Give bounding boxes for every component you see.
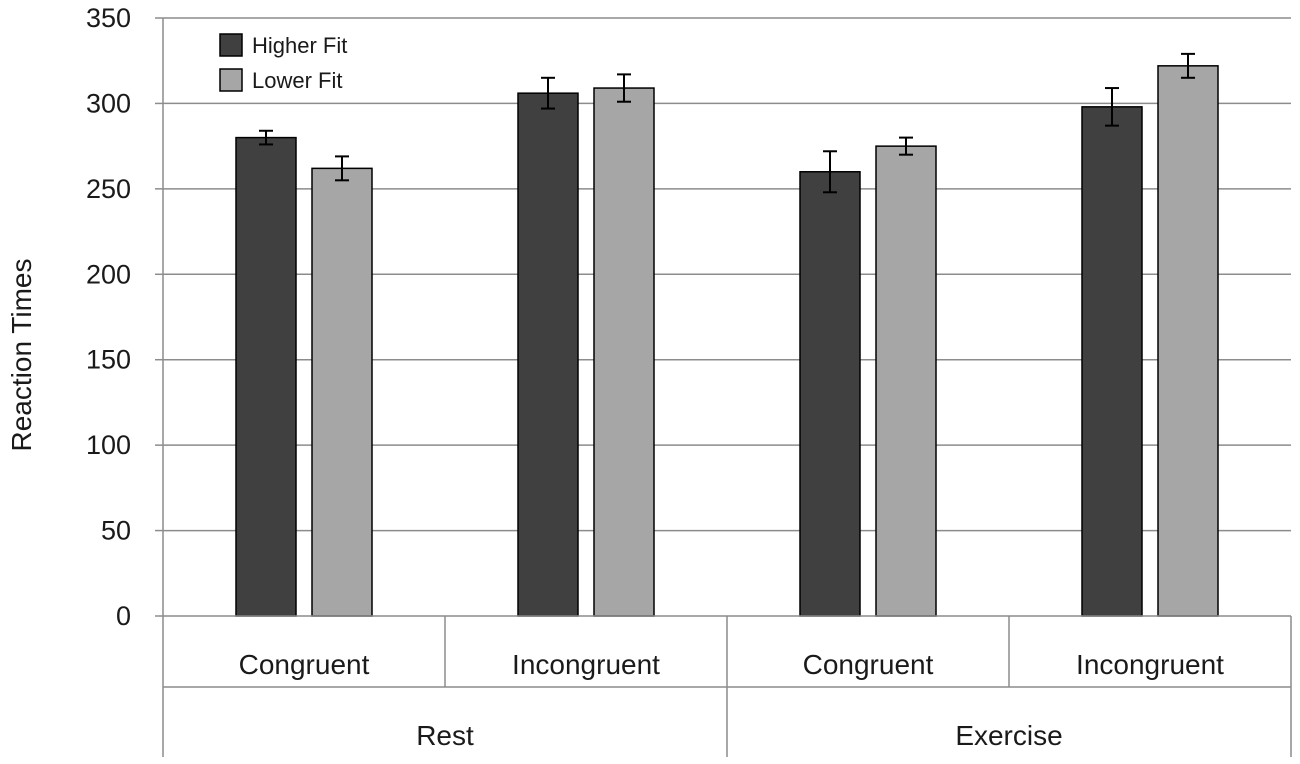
category-label: Incongruent — [512, 649, 660, 680]
y-axis-label: Reaction Times — [6, 259, 37, 452]
category-label: Incongruent — [1076, 649, 1224, 680]
y-tick-label: 100 — [86, 430, 131, 460]
y-tick-label: 200 — [86, 259, 131, 289]
bar-lower-fit — [311, 167, 373, 617]
y-axis-ticks: 0 50 100 150 200 250 300 350 — [86, 3, 163, 631]
y-tick-label: 250 — [86, 174, 131, 204]
legend-item: Higher Fit — [219, 33, 347, 58]
bar-lower-fit — [1157, 65, 1219, 617]
legend-item: Lower Fit — [219, 68, 342, 93]
category-label: Congruent — [803, 649, 934, 680]
y-tick-label: 150 — [86, 345, 131, 375]
bar-higher-fit — [517, 92, 579, 617]
y-tick-label: 300 — [86, 88, 131, 118]
legend-swatch — [219, 33, 243, 57]
bars — [235, 52, 1219, 617]
bar-higher-fit — [235, 136, 297, 617]
bar-higher-fit — [1081, 106, 1143, 617]
error-bar — [335, 155, 349, 182]
group-labels: Rest Exercise — [416, 720, 1062, 751]
group-label: Exercise — [955, 720, 1062, 751]
category-label: Congruent — [239, 649, 370, 680]
legend-label: Lower Fit — [252, 68, 342, 93]
y-tick-label: 350 — [86, 3, 131, 33]
error-bar — [823, 150, 837, 194]
error-bar — [259, 129, 273, 146]
error-bar — [541, 76, 555, 110]
y-tick-label: 50 — [101, 516, 131, 546]
error-bar — [1181, 52, 1195, 79]
axes — [162, 18, 1292, 757]
bar-lower-fit — [875, 145, 937, 617]
bar-lower-fit — [593, 87, 655, 617]
bar-higher-fit — [799, 171, 861, 617]
legend: Higher Fit Lower Fit — [219, 33, 347, 93]
category-labels: Congruent Incongruent Congruent Incongruent — [239, 649, 1225, 680]
legend-label: Higher Fit — [252, 33, 347, 58]
error-bar — [617, 73, 631, 103]
error-bar — [1105, 87, 1119, 127]
y-tick-label: 0 — [116, 601, 131, 631]
legend-swatch — [219, 68, 243, 92]
error-bar — [899, 136, 913, 156]
group-label: Rest — [416, 720, 474, 751]
